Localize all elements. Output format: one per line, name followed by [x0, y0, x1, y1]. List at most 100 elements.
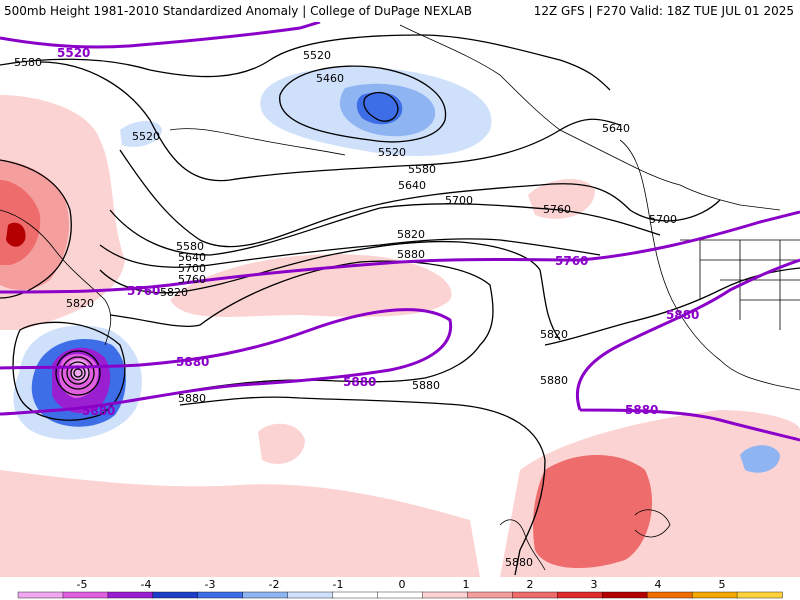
positive-anomaly-south — [0, 470, 480, 577]
colorbar-swatch — [107, 591, 154, 599]
colorbar-swatch — [422, 591, 469, 599]
colorbar-tick-label: 0 — [399, 578, 406, 591]
positive-anomaly-west-max — [6, 222, 26, 247]
climatology-labels: 5520 5760 5760 5880 5880 5880 5880 5880 — [57, 46, 699, 418]
colorbar-swatch — [332, 591, 379, 599]
contour-label: 5700 — [445, 194, 473, 207]
coast-australia-north — [499, 519, 546, 571]
coastlines — [0, 24, 800, 571]
contour-low-inner — [363, 91, 399, 122]
climatology-label: 5520 — [57, 46, 90, 60]
coast-aleutians — [169, 128, 346, 156]
map-title: 500mb Height 1981-2010 Standardized Anom… — [4, 4, 472, 18]
colorbar-swatch — [377, 591, 424, 599]
colorbar-tick-label: 4 — [655, 578, 662, 591]
contour-5520-north — [0, 34, 611, 91]
coast-northwest — [619, 139, 800, 391]
colorbar: -5 -4 -3 -2 -1 0 1 2 3 4 5 — [0, 577, 800, 600]
positive-anomaly-spot — [258, 423, 305, 464]
contour-label: 5520 — [132, 130, 160, 143]
colorbar-swatch — [512, 591, 558, 599]
colorbar-swatch — [736, 591, 783, 599]
colorbar-swatch — [242, 591, 289, 599]
contour-label: 5760 — [543, 203, 571, 216]
contour-label: 5700 — [649, 213, 677, 226]
contour-typhoon — [12, 321, 126, 421]
contour-label: 5640 — [602, 122, 630, 135]
contour-label: 5820 — [66, 297, 94, 310]
contour-labels: 5520 5580 5460 5520 5520 5580 5640 5640 … — [14, 49, 677, 569]
colorbar-ticks: -5 -4 -3 -2 -1 0 1 2 3 4 5 — [77, 578, 726, 591]
typhoon-ring-5 — [73, 368, 83, 378]
climatology-label: 5880 — [666, 308, 699, 322]
negative-anomaly-small — [120, 121, 162, 147]
contour-5760 — [99, 238, 601, 268]
colorbar-swatch — [287, 591, 334, 599]
contour-label: 5880 — [178, 392, 206, 405]
contour-5460-low — [279, 65, 447, 143]
contour-label: 5700 — [178, 262, 206, 275]
colorbar-swatch — [602, 591, 648, 599]
height-contours — [0, 34, 800, 576]
colorbar-tick-label: -3 — [205, 578, 216, 591]
colorbar-tick-label: 2 — [527, 578, 534, 591]
anomaly-map: 5520 5580 5460 5520 5520 5580 5640 5640 … — [0, 22, 800, 577]
contour-label: 5520 — [303, 49, 331, 62]
contour-label: 5460 — [316, 72, 344, 85]
contour-label: 5580 — [408, 163, 436, 176]
colorbar-tick-label: 5 — [719, 578, 726, 591]
contour-5820 — [99, 240, 561, 341]
climatology-label: 5880 — [176, 355, 209, 369]
colorbar-swatch — [62, 591, 109, 599]
coast-asia — [0, 209, 112, 346]
typhoon-ring-1 — [55, 350, 101, 396]
contour-label: 5640 — [178, 251, 206, 264]
colorbar-swatch — [467, 591, 514, 599]
colorbar-swatch — [646, 591, 693, 599]
colorbar-swatch — [17, 591, 64, 599]
colorbar-tick-label: -1 — [333, 578, 344, 591]
contour-label: 5880 — [397, 248, 425, 261]
contour-5880-south — [179, 396, 546, 576]
clim-5760 — [0, 210, 800, 294]
negative-anomaly-east-small — [740, 445, 780, 473]
us-state-lines — [680, 239, 800, 330]
contour-label: 5580 — [176, 240, 204, 253]
coast-alaska — [399, 24, 781, 211]
clim-5880-west — [0, 308, 453, 416]
climatology-contours — [0, 22, 800, 442]
colorbar-swatch — [152, 591, 199, 599]
typhoon-ring-2 — [61, 356, 95, 390]
contour-label: 5820 — [160, 286, 188, 299]
contour-label: 5880 — [540, 374, 568, 387]
contour-label: 5820 — [397, 228, 425, 241]
climatology-label: 5760 — [555, 254, 588, 268]
coast-islands-east — [634, 509, 671, 538]
contour-label: 5880 — [505, 556, 533, 569]
positive-anomaly-central — [170, 254, 452, 317]
colorbar-tick-label: -2 — [269, 578, 280, 591]
contour-label: 5820 — [540, 328, 568, 341]
colorbar-tick-label: -4 — [141, 578, 152, 591]
colorbar-swatch — [557, 591, 603, 599]
colorbar-tick-label: 1 — [463, 578, 470, 591]
colorbar-swatch — [691, 591, 738, 599]
contour-5580-north — [39, 61, 621, 182]
contour-5640 — [119, 149, 721, 248]
map-header: 500mb Height 1981-2010 Standardized Anom… — [0, 0, 800, 22]
colorbar-swatches — [17, 591, 783, 599]
colorbar-tick-label: 3 — [591, 578, 598, 591]
contour-label: 5520 — [378, 146, 406, 159]
contour-5700 — [109, 203, 661, 256]
contour-label: 5580 — [14, 56, 42, 69]
model-run-info: 12Z GFS | F270 Valid: 18Z TUE JUL 01 202… — [533, 4, 794, 18]
climatology-label: 5760 — [127, 284, 160, 298]
negative-anomaly-north-core — [356, 92, 403, 125]
contour-label: 5880 — [412, 379, 440, 392]
clim-5880-east — [575, 258, 800, 442]
contour-label: 5640 — [398, 179, 426, 192]
clim-5520 — [0, 22, 321, 49]
climatology-label: 5880 — [82, 404, 115, 418]
climatology-label: 5880 — [625, 403, 658, 417]
climatology-label: 5880 — [343, 375, 376, 389]
